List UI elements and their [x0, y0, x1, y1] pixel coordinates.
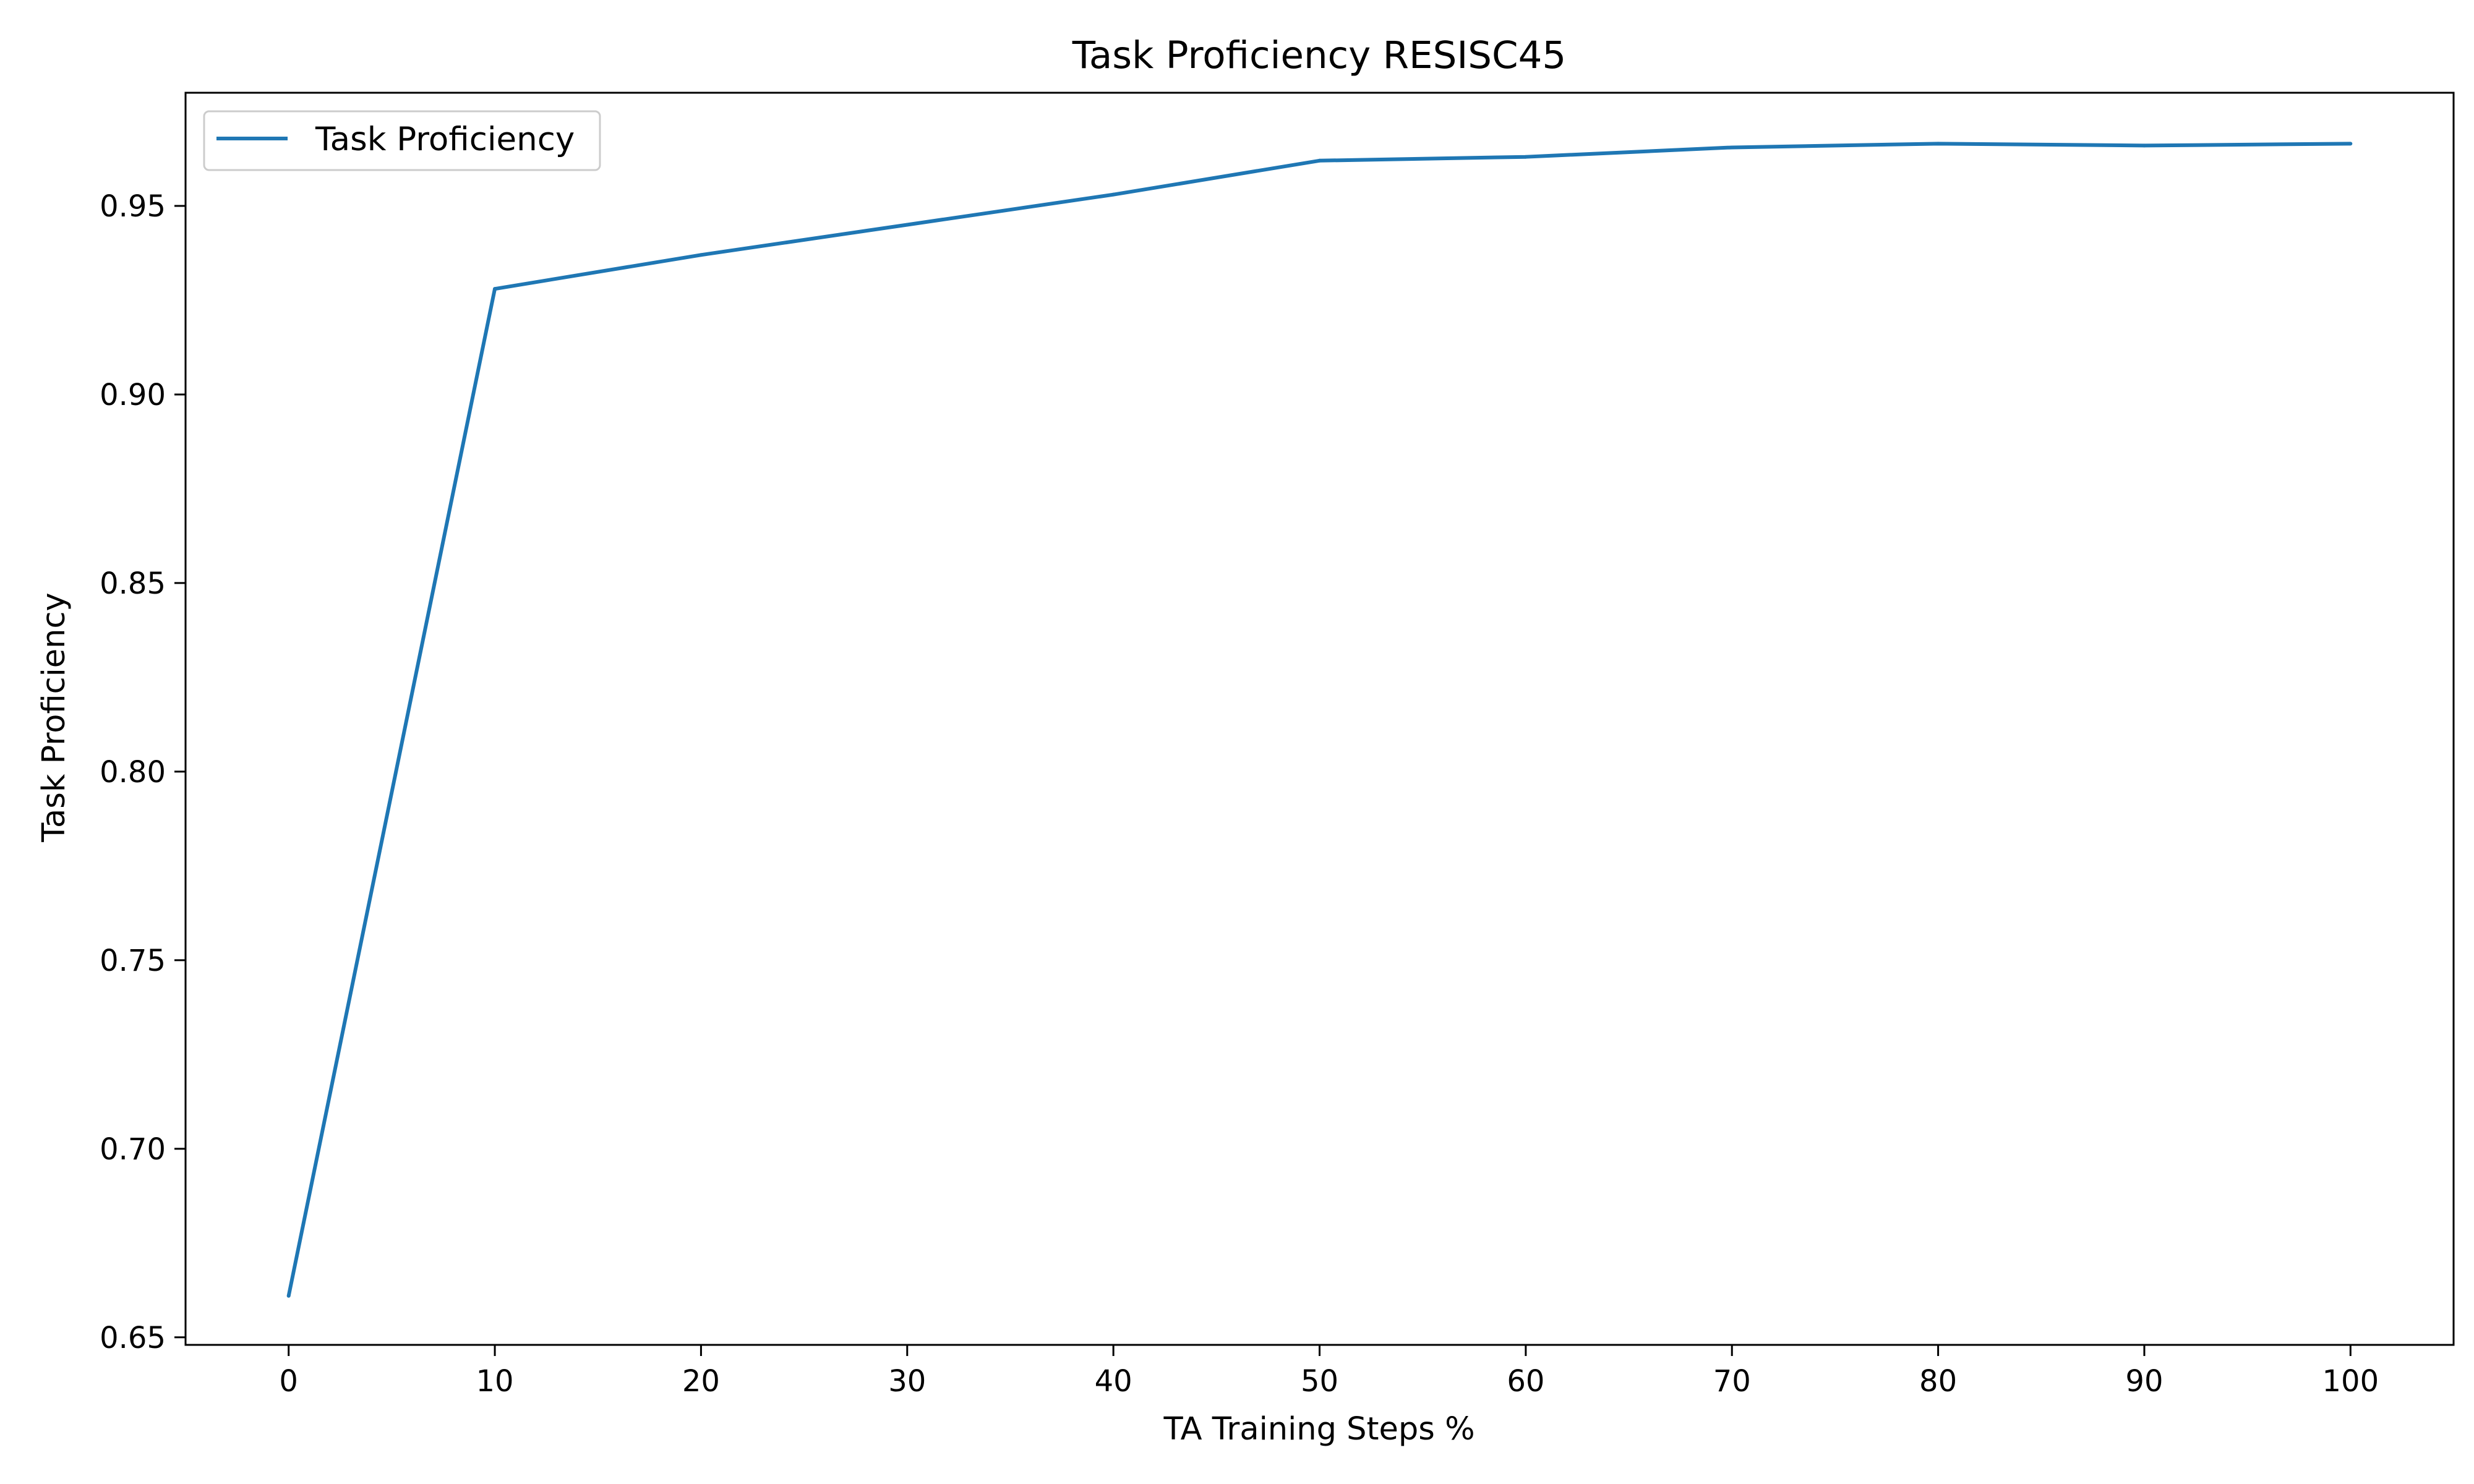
x-tick-label: 0: [279, 1364, 298, 1399]
y-tick-label: 0.80: [100, 755, 166, 790]
y-tick-label: 0.65: [100, 1321, 166, 1355]
x-tick-label: 100: [2322, 1364, 2379, 1399]
x-axis-ticks: 0 10 20 30 40 50 60 70 80 90 100: [279, 1345, 2379, 1399]
x-axis-label: TA Training Steps %: [1163, 1411, 1475, 1448]
data-point: [1730, 145, 1734, 150]
x-tick-label: 30: [888, 1364, 926, 1399]
y-tick-label: 0.85: [100, 566, 166, 601]
x-tick-label: 10: [476, 1364, 514, 1399]
x-tick-label: 60: [1507, 1364, 1544, 1399]
x-tick-label: 80: [1919, 1364, 1957, 1399]
data-point: [1317, 158, 1322, 163]
legend-label: Task Proficiency: [315, 121, 575, 158]
data-point: [699, 253, 703, 257]
y-tick-label: 0.70: [100, 1132, 166, 1167]
data-point: [493, 287, 497, 291]
x-tick-label: 70: [1713, 1364, 1751, 1399]
data-point: [1523, 155, 1528, 159]
plot-area: [286, 142, 2353, 1298]
legend-box: [203, 110, 601, 171]
y-tick-label: 0.95: [100, 189, 166, 224]
x-tick-label: 90: [2125, 1364, 2163, 1399]
data-point: [905, 223, 909, 227]
data-point: [1936, 142, 1940, 146]
chart-title: Task Proficiency RESISC45: [1072, 33, 1567, 77]
legend: Task Proficiency: [203, 110, 601, 171]
data-point: [2142, 143, 2146, 148]
y-axis-label: Task Proficiency: [36, 592, 72, 842]
data-point: [286, 1294, 291, 1298]
y-axis-ticks: 0.65 0.70 0.75 0.80 0.85 0.90 0.95: [100, 189, 186, 1355]
y-tick-label: 0.75: [100, 944, 166, 978]
x-tick-label: 20: [682, 1364, 720, 1399]
plot-frame: [184, 92, 2455, 1346]
y-tick-label: 0.90: [100, 378, 166, 412]
x-tick-label: 40: [1095, 1364, 1132, 1399]
data-point: [1111, 192, 1116, 197]
x-tick-label: 50: [1301, 1364, 1338, 1399]
data-point: [2348, 142, 2353, 146]
